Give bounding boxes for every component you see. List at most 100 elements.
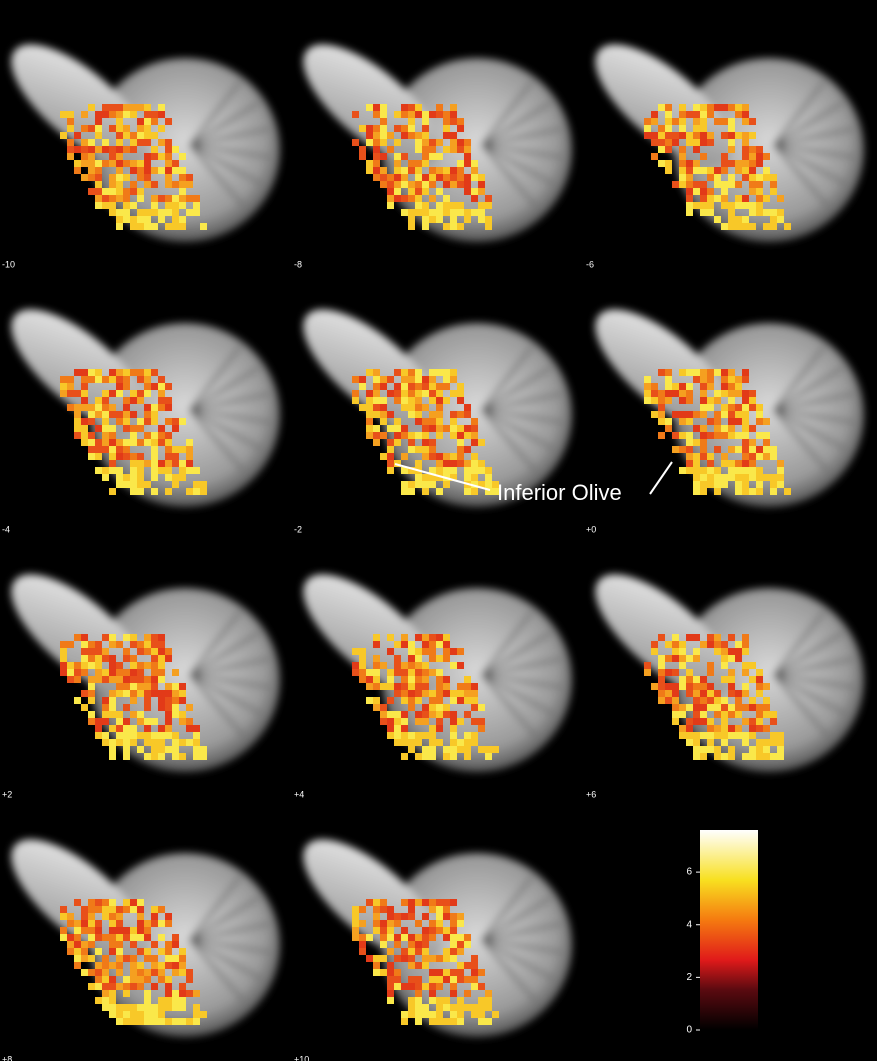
activation [137, 467, 144, 474]
activation [443, 376, 450, 383]
activation [728, 711, 735, 718]
activation [366, 955, 373, 962]
activation [665, 383, 672, 390]
activation [193, 195, 200, 202]
activation [408, 997, 415, 1004]
activation [401, 397, 408, 404]
activation [102, 418, 109, 425]
activation [158, 655, 165, 662]
activation [165, 746, 172, 753]
activation [443, 753, 450, 760]
activation [770, 209, 777, 216]
activation [408, 906, 415, 913]
activation [380, 139, 387, 146]
activation [693, 125, 700, 132]
activation [672, 704, 679, 711]
slice: -8 [294, 44, 572, 269]
activation [658, 411, 665, 418]
activation [123, 690, 130, 697]
colorbar [700, 830, 758, 1030]
activation [373, 111, 380, 118]
activation [109, 390, 116, 397]
activation [394, 683, 401, 690]
activation [81, 704, 88, 711]
activation [123, 146, 130, 153]
activation [415, 383, 422, 390]
activation [137, 160, 144, 167]
activation [387, 146, 394, 153]
activation [749, 725, 756, 732]
activation [81, 955, 88, 962]
activation [700, 704, 707, 711]
activation [130, 467, 137, 474]
activation [450, 181, 457, 188]
activation [429, 969, 436, 976]
activation [186, 209, 193, 216]
activation [721, 160, 728, 167]
activation [450, 467, 457, 474]
activation [672, 669, 679, 676]
activation [394, 941, 401, 948]
activation [714, 411, 721, 418]
activation [394, 432, 401, 439]
activation [130, 216, 137, 223]
activation [387, 997, 394, 1004]
activation [130, 223, 137, 230]
activation [777, 474, 784, 481]
activation [707, 725, 714, 732]
activation [380, 418, 387, 425]
activation [366, 167, 373, 174]
activation [436, 697, 443, 704]
activation [172, 425, 179, 432]
activation [81, 669, 88, 676]
activation [707, 732, 714, 739]
activation [478, 969, 485, 976]
activation [387, 195, 394, 202]
activation [721, 404, 728, 411]
activation [728, 432, 735, 439]
activation [359, 948, 366, 955]
activation [74, 697, 81, 704]
activation [700, 711, 707, 718]
activation [686, 418, 693, 425]
activation [429, 739, 436, 746]
activation [415, 1018, 422, 1025]
activation [366, 411, 373, 418]
activation [443, 1004, 450, 1011]
activation [158, 1018, 165, 1025]
activation [777, 732, 784, 739]
activation [679, 146, 686, 153]
activation [457, 453, 464, 460]
activation [429, 369, 436, 376]
activation [394, 662, 401, 669]
activation [422, 676, 429, 683]
activation [151, 1004, 158, 1011]
activation [408, 739, 415, 746]
activation [429, 704, 436, 711]
activation [436, 634, 443, 641]
annotation-line [649, 461, 673, 495]
activation [387, 990, 394, 997]
activation [721, 725, 728, 732]
activation [485, 481, 492, 488]
activation [151, 648, 158, 655]
slice: +6 [586, 574, 864, 799]
activation [756, 704, 763, 711]
activation [770, 474, 777, 481]
activation [151, 955, 158, 962]
slice: +0 [586, 309, 864, 534]
activation [721, 118, 728, 125]
activation [436, 690, 443, 697]
activation [165, 460, 172, 467]
activation [102, 906, 109, 913]
activation [137, 460, 144, 467]
activation [686, 704, 693, 711]
activation [450, 899, 457, 906]
activation [429, 725, 436, 732]
activation [464, 432, 471, 439]
activation [116, 153, 123, 160]
activation [186, 181, 193, 188]
activation [74, 948, 81, 955]
activation [686, 181, 693, 188]
activation [749, 223, 756, 230]
